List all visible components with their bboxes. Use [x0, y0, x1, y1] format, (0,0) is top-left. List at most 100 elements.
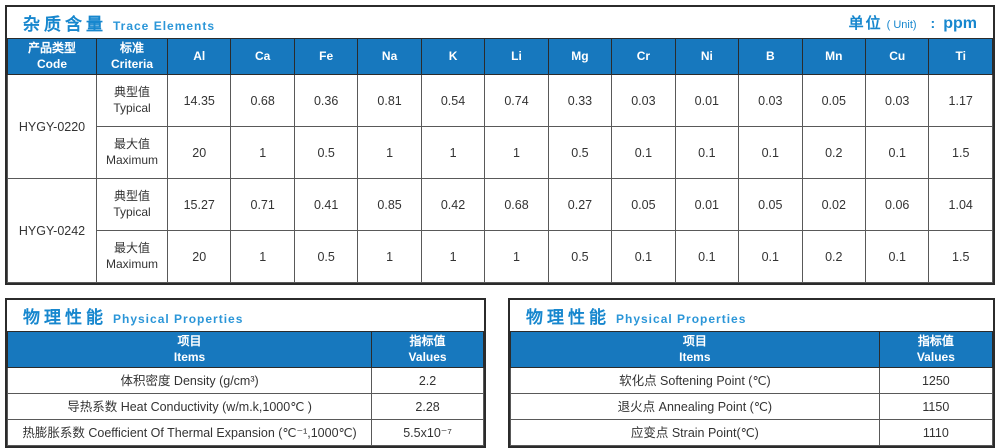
column-header-values-en: Values	[916, 349, 955, 364]
property-value: 1110	[878, 419, 994, 447]
column-header-values: 指标值 Values	[878, 331, 994, 369]
value-cell: 0.1	[674, 126, 740, 180]
value-cell: 1	[484, 230, 549, 284]
property-value: 5.5x10⁻⁷	[371, 419, 484, 447]
value-cell: 0.05	[738, 178, 803, 232]
section-title-en: Physical Properties	[113, 312, 244, 327]
column-header-criteria-cn: 标准	[119, 41, 144, 55]
property-value: 2.28	[371, 393, 484, 421]
property-value: 1150	[878, 393, 994, 421]
physical-title-bar: 物理性能 Physical Properties	[510, 300, 993, 332]
criteria-cn: 典型值	[113, 85, 150, 100]
column-header-values-cn: 指标值	[409, 334, 446, 349]
table-row: HYGY-0220 典型值 Typical 14.35 0.68 0.36 0.…	[7, 74, 993, 180]
value-cell: 0.1	[611, 126, 676, 180]
element-header-b: B	[738, 37, 803, 76]
criteria-cn: 最大值	[113, 241, 150, 256]
value-cell: 0.03	[738, 74, 803, 128]
trace-header-row: 产品类型 Code 标准 Criteria Al Ca Fe Na K Li M…	[7, 37, 993, 76]
criteria-en: Typical	[113, 100, 151, 115]
value-cell: 1	[357, 230, 422, 284]
element-header-mg: Mg	[547, 37, 613, 76]
value-cell: 0.5	[293, 230, 359, 284]
element-header-fe: Fe	[293, 37, 359, 76]
criteria-cell: 典型值 Typical	[96, 74, 168, 128]
section-title: 杂质含量 Trace Elements	[23, 10, 215, 35]
value-cell: 1	[230, 230, 295, 284]
trace-elements-title-bar: 杂质含量 Trace Elements 单位 ( Unit) : ppm	[7, 7, 993, 38]
trace-elements-section: 杂质含量 Trace Elements 单位 ( Unit) : ppm 产品类…	[5, 5, 995, 286]
value-cell: 1	[420, 126, 486, 180]
unit-indicator: 单位 ( Unit) : ppm	[849, 12, 977, 33]
value-cell: 0.1	[864, 126, 930, 180]
value-cell: 0.54	[420, 74, 486, 128]
value-cell: 1.5	[928, 126, 993, 180]
physical-properties-row: 物理性能 Physical Properties 项目 Items 指标值 Va…	[5, 298, 995, 448]
element-header-ti: Ti	[928, 37, 993, 76]
value-cell: 0.1	[674, 230, 740, 284]
value-cell: 0.01	[674, 178, 740, 232]
value-cell: 0.1	[738, 126, 803, 180]
physical-title-bar: 物理性能 Physical Properties	[7, 300, 484, 332]
value-cell: 0.03	[611, 74, 676, 128]
table-row: 最大值 Maximum 20 1 0.5 1 1 1 0.5 0.1 0.1 0…	[8, 126, 993, 180]
property-item: 体积密度 Density (g/cm³)	[6, 367, 373, 395]
column-header-items: 项目 Items	[6, 331, 373, 369]
value-cell: 0.5	[293, 126, 359, 180]
section-title-cn: 杂质含量	[23, 15, 107, 34]
physical-header-row: 项目 Items 指标值 Values	[6, 331, 484, 369]
column-header-code-en: Code	[37, 56, 67, 71]
value-cell: 0.03	[864, 74, 930, 128]
table-row: 最大值 Maximum 20 1 0.5 1 1 1 0.5 0.1 0.1 0…	[8, 230, 993, 284]
column-header-items-en: Items	[173, 349, 206, 364]
product-code-cell: HYGY-0242	[7, 178, 97, 284]
column-header-values-cn: 指标值	[917, 334, 954, 349]
unit-value: ppm	[943, 15, 977, 32]
column-header-items-en: Items	[679, 349, 711, 364]
physical-properties-section-right: 物理性能 Physical Properties 项目 Items 指标值 Va…	[508, 298, 995, 448]
trace-elements-table: 产品类型 Code 标准 Criteria Al Ca Fe Na K Li M…	[7, 37, 993, 284]
criteria-cell: 最大值 Maximum	[96, 230, 168, 284]
element-header-ni: Ni	[674, 37, 740, 76]
column-header-items-cn: 项目	[682, 334, 707, 349]
criteria-en: Typical	[113, 204, 151, 219]
section-title-cn: 物理性能	[526, 308, 610, 328]
criteria-cn: 最大值	[113, 137, 150, 152]
column-header-code-cn: 产品类型	[27, 41, 76, 55]
value-cell: 20	[166, 230, 232, 284]
property-item: 应变点 Strain Point(℃)	[510, 419, 880, 447]
value-cell: 0.1	[611, 230, 676, 284]
value-cell: 0.01	[674, 74, 740, 128]
property-item: 热膨胀系数 Coefficient Of Thermal Expansion (…	[6, 419, 373, 447]
physical-properties-table: 项目 Items 指标值 Values 体积密度 Density (g/cm³)…	[6, 331, 484, 447]
value-cell: 0.42	[420, 178, 486, 232]
section-title: 物理性能 Physical Properties	[526, 303, 746, 328]
column-header-values-en: Values	[408, 349, 447, 364]
value-cell: 0.71	[230, 178, 295, 232]
value-cell: 15.27	[166, 178, 232, 232]
column-header-criteria-en: Criteria	[110, 56, 154, 71]
value-cell: 0.68	[230, 74, 295, 128]
property-item: 退火点 Annealing Point (℃)	[510, 393, 880, 421]
property-item: 软化点 Softening Point (℃)	[510, 367, 880, 395]
table-row: 退火点 Annealing Point (℃) 1150	[510, 393, 994, 421]
value-cell: 0.2	[801, 126, 866, 180]
property-value: 1250	[878, 367, 994, 395]
table-row: 体积密度 Density (g/cm³) 2.2	[6, 367, 484, 395]
value-cell: 0.36	[293, 74, 359, 128]
physical-properties-section-left: 物理性能 Physical Properties 项目 Items 指标值 Va…	[5, 298, 486, 448]
element-header-cu: Cu	[864, 37, 930, 76]
element-header-ca: Ca	[230, 37, 295, 76]
table-row: 应变点 Strain Point(℃) 1110	[510, 419, 994, 447]
value-cell: 0.05	[611, 178, 676, 232]
value-cell: 1	[484, 126, 549, 180]
criteria-en: Maximum	[105, 152, 158, 167]
value-cell: 1.5	[928, 230, 993, 284]
element-header-na: Na	[357, 37, 422, 76]
value-cell: 1	[420, 230, 486, 284]
criteria-cn: 典型值	[113, 189, 150, 204]
value-cell: 0.02	[801, 178, 866, 232]
section-title-cn: 物理性能	[23, 308, 107, 328]
column-header-code: 产品类型 Code	[7, 37, 97, 76]
value-cell: 0.27	[547, 178, 613, 232]
